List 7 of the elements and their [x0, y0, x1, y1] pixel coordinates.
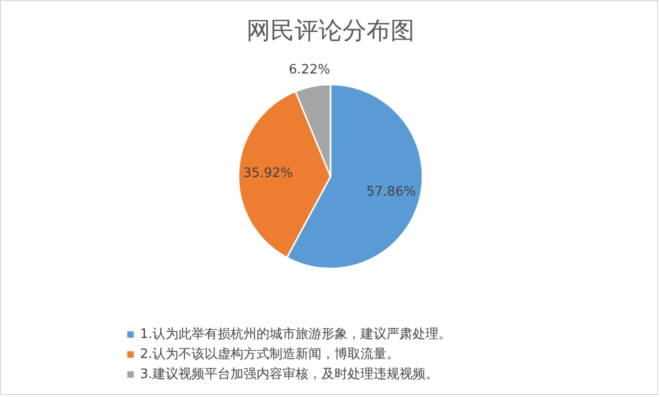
- data-label: 57.86%: [366, 184, 416, 200]
- legend-label: 1.认为此举有损杭州的城市旅游形象，建议严肃处理。: [140, 326, 452, 343]
- legend-label: 2.认为不该以虚构方式制造新闻，博取流量。: [140, 346, 400, 363]
- data-label: 6.22%: [288, 62, 330, 78]
- chart-title: 网民评论分布图: [246, 16, 414, 44]
- data-label: 35.92%: [243, 166, 293, 181]
- legend-label: 3.建议视频平台加强内容审核，及时处理违规视频。: [140, 366, 438, 383]
